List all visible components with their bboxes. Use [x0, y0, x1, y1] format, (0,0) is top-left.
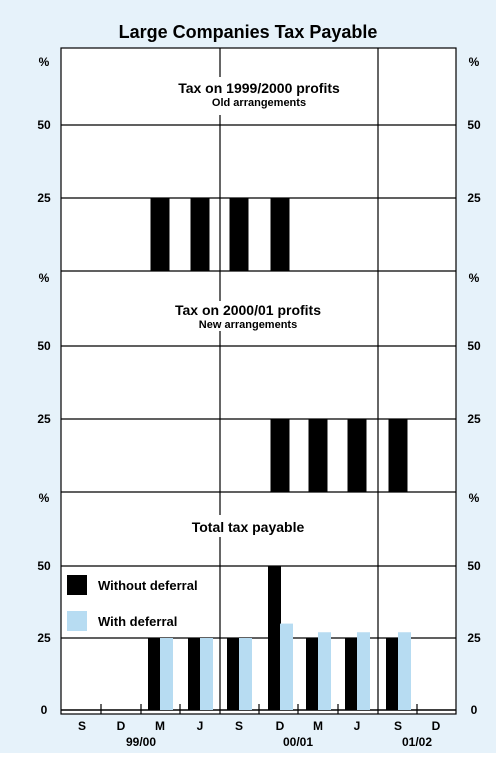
y-tick-label-right: 50 — [467, 118, 481, 132]
y-unit-label-left: % — [39, 491, 50, 505]
bar — [386, 638, 399, 710]
y-unit-label-left: % — [39, 55, 50, 69]
y-tick-label-right: 50 — [467, 339, 481, 353]
chart-title: Large Companies Tax Payable — [119, 22, 378, 42]
legend-swatch-with-deferral — [67, 611, 87, 631]
bar — [200, 638, 213, 710]
bar — [227, 638, 240, 710]
x-tick-label: S — [78, 719, 86, 733]
bar — [345, 638, 358, 710]
panel-title-backing — [188, 515, 308, 537]
x-tick-label: J — [197, 719, 204, 733]
y-tick-label-left: 25 — [37, 631, 51, 645]
panel-title-backing — [170, 301, 300, 331]
panel-title: Total tax payable — [192, 519, 305, 535]
bar — [239, 638, 252, 710]
bar — [398, 632, 411, 710]
x-tick-label: J — [354, 719, 361, 733]
y-tick-label-left: 25 — [37, 412, 51, 426]
legend-swatch-without-deferral — [67, 575, 87, 595]
y-unit-label-right: % — [469, 55, 480, 69]
legend-label: With deferral — [98, 614, 177, 629]
x-tick-label: M — [313, 719, 323, 733]
legend-label: Without deferral — [98, 578, 198, 593]
y-tick-label-right: 25 — [467, 412, 481, 426]
y-tick-label-left: 50 — [37, 559, 51, 573]
x-tick-label: D — [117, 719, 126, 733]
bar — [306, 638, 319, 710]
panel-title: Tax on 1999/2000 profits — [178, 80, 340, 96]
bar — [357, 632, 370, 710]
plot-background — [60, 47, 457, 715]
y-tick-label-right: 25 — [467, 631, 481, 645]
bar — [388, 419, 408, 492]
bar — [190, 198, 210, 271]
x-tick-label: S — [235, 719, 243, 733]
panel-subtitle: New arrangements — [199, 319, 297, 331]
x-year-label: 01/02 — [402, 735, 432, 749]
x-year-label: 99/00 — [126, 735, 156, 749]
y-unit-label-right: % — [469, 271, 480, 285]
y-tick-label-left: 25 — [37, 191, 51, 205]
panel-subtitle: Old arrangements — [212, 97, 306, 109]
y-unit-label-right: % — [469, 491, 480, 505]
bar — [318, 632, 331, 710]
bar — [150, 198, 170, 271]
y-tick-label-right: 0 — [471, 703, 478, 717]
bar — [270, 198, 290, 271]
x-tick-label: D — [432, 719, 441, 733]
x-year-label: 00/01 — [283, 735, 313, 749]
x-tick-label: S — [394, 719, 402, 733]
y-tick-label-left: 50 — [37, 339, 51, 353]
y-tick-label-left: 50 — [37, 118, 51, 132]
bar — [280, 623, 293, 710]
panel-title-backing — [150, 77, 290, 115]
y-tick-label-right: 25 — [467, 191, 481, 205]
y-tick-label-left: 0 — [41, 703, 48, 717]
x-tick-label: M — [155, 719, 165, 733]
bar — [268, 566, 281, 710]
y-unit-label-left: % — [39, 271, 50, 285]
bar — [148, 638, 161, 710]
bar — [347, 419, 367, 492]
bar — [160, 638, 173, 710]
bar — [308, 419, 328, 492]
x-tick-label: D — [276, 719, 285, 733]
bar — [270, 419, 290, 492]
y-tick-label-right: 50 — [467, 559, 481, 573]
panel-title: Tax on 2000/01 profits — [175, 302, 321, 318]
bar — [188, 638, 201, 710]
bar — [229, 198, 249, 271]
